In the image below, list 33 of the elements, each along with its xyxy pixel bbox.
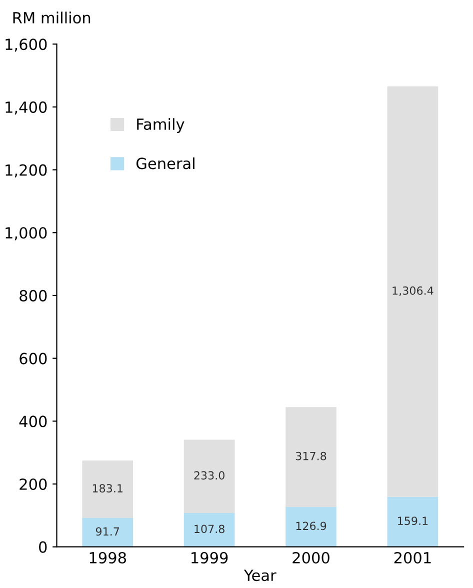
y-axis-title: RM million bbox=[13, 12, 90, 24]
data-label: 126.9 bbox=[296, 522, 326, 530]
data-label: 317.8 bbox=[296, 452, 326, 460]
data-label: 1,306.4 bbox=[392, 286, 434, 296]
bar bbox=[387, 496, 438, 547]
y-tick-label: 1,200 bbox=[6, 164, 47, 178]
bar bbox=[184, 512, 235, 547]
legend-label: Family bbox=[137, 118, 184, 133]
data-label: 107.8 bbox=[194, 524, 224, 534]
legend-label: General bbox=[136, 157, 194, 170]
y-tick-label: 600 bbox=[20, 352, 47, 364]
bar bbox=[82, 460, 134, 518]
bar bbox=[184, 440, 235, 513]
x-tick-label: 1999 bbox=[192, 552, 228, 564]
x-tick-label: 2000 bbox=[292, 552, 330, 564]
bar bbox=[286, 506, 336, 547]
bar bbox=[82, 518, 134, 547]
x-tick-label: 2001 bbox=[394, 552, 431, 564]
x-tick-label: 1998 bbox=[90, 552, 126, 564]
data-label: 159.1 bbox=[398, 516, 428, 526]
data-label: 183.1 bbox=[92, 484, 122, 492]
data-label: 91.7 bbox=[96, 527, 120, 536]
bar bbox=[387, 86, 438, 497]
y-tick-label: 1,000 bbox=[6, 227, 47, 240]
bar bbox=[286, 407, 336, 507]
y-tick-label: 400 bbox=[19, 416, 47, 428]
x-axis-title: Year bbox=[244, 570, 276, 582]
data-label: 233.0 bbox=[194, 471, 224, 480]
y-tick-label: 200 bbox=[20, 478, 47, 490]
y-tick-label: 1,400 bbox=[6, 101, 47, 115]
y-tick-label: 800 bbox=[20, 290, 47, 302]
y-tick-label: 1,600 bbox=[6, 38, 47, 52]
y-tick-label: 0 bbox=[39, 541, 47, 553]
